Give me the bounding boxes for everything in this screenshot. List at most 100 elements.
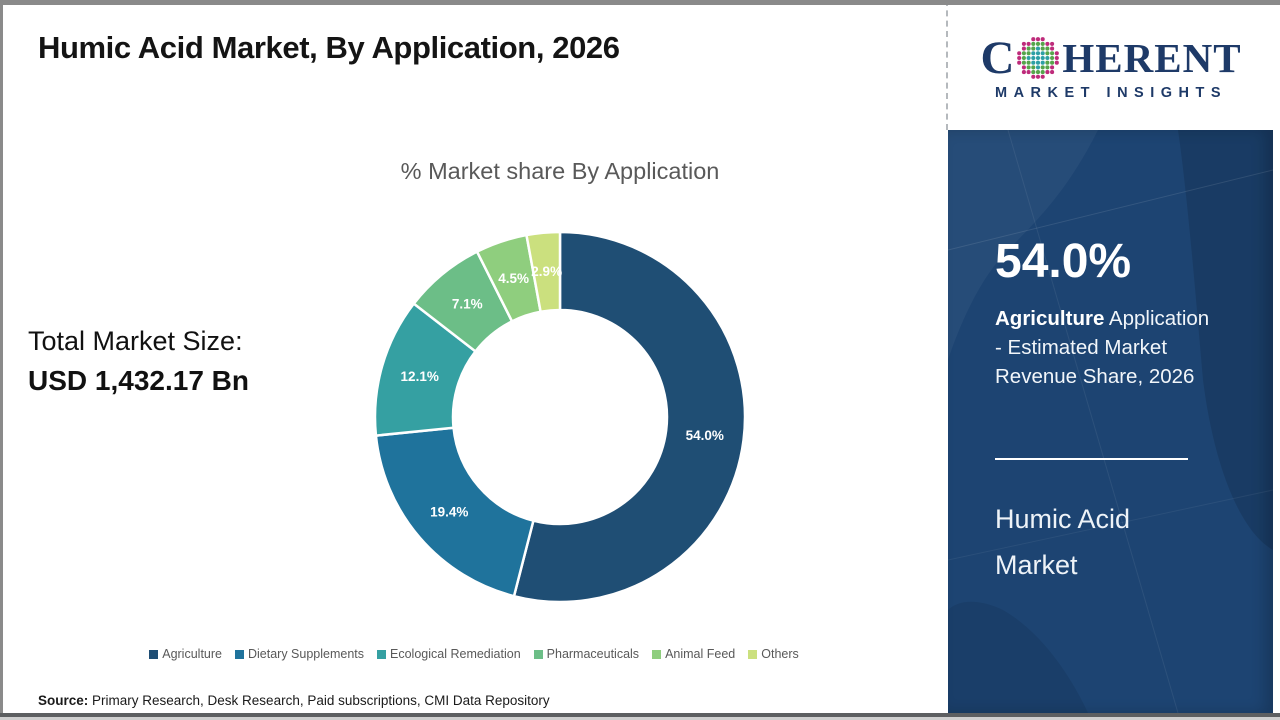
legend-swatch-others: [748, 649, 758, 659]
legend-label-others: Others: [761, 647, 799, 661]
logo-globe-dot: [1026, 65, 1032, 70]
logo-globe-dot: [1026, 46, 1032, 51]
logo-globe-dot: [1017, 60, 1022, 65]
logo-globe-dot: [1036, 65, 1041, 70]
logo-globe-dot: [1045, 41, 1050, 46]
donut-slice-others: [525, 230, 562, 314]
legend-item-dietary-supplements: Dietary Supplements: [234, 647, 365, 661]
logo-globe-dot: [1036, 41, 1041, 46]
logo-globe-dot: [1045, 51, 1050, 56]
logo-globe-dot: [1017, 51, 1022, 56]
frame-border-top: [0, 0, 1280, 5]
logo-globe-dot: [1050, 60, 1055, 65]
logo-globe-dot: [1036, 74, 1041, 79]
logo-globe-dot: [1055, 60, 1060, 65]
logo-globe-dot: [1031, 60, 1036, 65]
slice-label-pharmaceuticals: 7.1%: [452, 297, 483, 312]
logo-globe-dot: [1026, 55, 1032, 61]
logo-subtitle: MARKET INSIGHTS: [994, 84, 1228, 101]
total-market-size-value: USD 1,432.17 Bn: [28, 365, 249, 396]
logo-globe-dot: [1041, 74, 1046, 79]
slice-label-dietary-supplements: 19.4%: [430, 505, 468, 520]
source-text: Primary Research, Desk Research, Paid su…: [88, 693, 550, 708]
frame-border-bottom-light: [0, 717, 1280, 720]
total-market-size: Total Market Size: USD 1,432.17 Bn: [28, 326, 249, 397]
logo-globe-dot: [1036, 60, 1041, 65]
logo-globe-dot: [1045, 65, 1050, 70]
donut-chart: 54.0% 19.4% 12.1% 7.1% 4.5% 2.9%: [373, 230, 747, 604]
logo-globe-dot: [1022, 65, 1027, 70]
logo-globe-dot: [1022, 51, 1027, 56]
logo-letters-herent: HERENT: [1062, 34, 1242, 81]
chart-legend: Agriculture Dietary Supplements Ecological…: [0, 647, 948, 661]
logo-globe-dot: [1022, 55, 1027, 61]
logo-globe-dot: [1022, 60, 1027, 65]
slice-label-ecological-remediation: 12.1%: [401, 369, 439, 384]
logo-globe-dot: [1045, 70, 1050, 75]
logo-globe-dot: [1026, 70, 1032, 75]
logo-globe-dot: [1050, 46, 1055, 51]
slice-label-others: 2.9%: [531, 264, 562, 279]
logo-globe-dot: [1045, 46, 1050, 51]
logo-wordmark: C HERENT: [980, 31, 1242, 84]
logo-globe-dot: [1041, 60, 1046, 65]
logo-globe-dot: [1050, 65, 1055, 70]
chart-title: % Market share By Application: [400, 158, 720, 184]
frame-border-bottom: [0, 713, 1280, 717]
donut-slice-agriculture: [512, 230, 747, 604]
logo-globe-dot: [1050, 41, 1055, 46]
logo-globe-dot: [1022, 41, 1027, 46]
logo-globe-dot: [1041, 41, 1046, 46]
logo-globe-dot: [1041, 51, 1046, 56]
frame-border-left: [0, 0, 3, 720]
legend-label-animal-feed: Animal Feed: [665, 647, 736, 661]
logo-globe-dot: [1031, 74, 1036, 79]
logo-globe-dot: [1022, 70, 1027, 75]
logo-globe-dot: [1017, 55, 1022, 61]
logo-globe-dot: [1036, 37, 1041, 42]
logo-globe-dot: [1045, 55, 1050, 61]
legend-swatch-dietary-supplements: [234, 649, 244, 659]
logo-globe-dot: [1031, 51, 1036, 56]
legend-swatch-ecological-remediation: [377, 649, 387, 659]
legend-item-animal-feed: Animal Feed: [652, 647, 735, 661]
logo-globe-dot: [1050, 70, 1055, 75]
legend-label-dietary-supplements: Dietary Supplements: [247, 647, 365, 661]
panel-divider-line: [995, 458, 1188, 460]
logo-globe-dot: [1045, 60, 1050, 65]
logo-globe-dot: [1031, 37, 1036, 42]
logo-globe-dot: [1031, 46, 1036, 51]
logo-globe-dot: [1026, 41, 1032, 46]
legend-item-pharmaceuticals: Pharmaceuticals: [533, 647, 640, 661]
logo-globe-dot: [1026, 51, 1032, 56]
panel-market-title: Humic Acid Market: [995, 504, 1131, 580]
logo-globe-dot: [1026, 60, 1032, 65]
logo-globe-dot: [1031, 41, 1036, 46]
slice-label-animal-feed: 4.5%: [498, 271, 529, 286]
logo-globe-icon: [1017, 37, 1060, 79]
logo-globe-dot: [1055, 51, 1060, 56]
logo-globe-dot: [1041, 55, 1046, 61]
legend-item-others: Others: [748, 647, 799, 661]
logo-globe-dot: [1041, 70, 1046, 75]
logo-globe-dot: [1036, 55, 1041, 61]
logo-globe-dot: [1050, 55, 1055, 61]
source-note: Source: Primary Research, Desk Research,…: [38, 693, 550, 708]
logo-globe-dot: [1031, 70, 1036, 75]
page-title: Humic Acid Market, By Application, 2026: [38, 30, 620, 65]
highlight-application-name: Agriculture: [995, 307, 1105, 330]
legend-label-ecological-remediation: Ecological Remediation: [390, 647, 521, 661]
logo-globe-dot: [1041, 37, 1046, 42]
logo-globe-dot: [1050, 51, 1055, 56]
logo-globe-dot: [1041, 46, 1046, 51]
vertical-dashed-divider: [946, 0, 948, 130]
logo-globe-dot: [1041, 65, 1046, 70]
logo-globe-dot: [1022, 46, 1027, 51]
logo-letter-c: C: [980, 31, 1015, 84]
legend-swatch-agriculture: [149, 649, 159, 659]
logo-globe-dot: [1031, 55, 1036, 61]
total-market-size-label: Total Market Size:: [28, 326, 243, 356]
legend-label-pharmaceuticals: Pharmaceuticals: [546, 647, 640, 661]
logo-globe-dot: [1031, 65, 1036, 70]
source-label: Source:: [38, 693, 89, 708]
